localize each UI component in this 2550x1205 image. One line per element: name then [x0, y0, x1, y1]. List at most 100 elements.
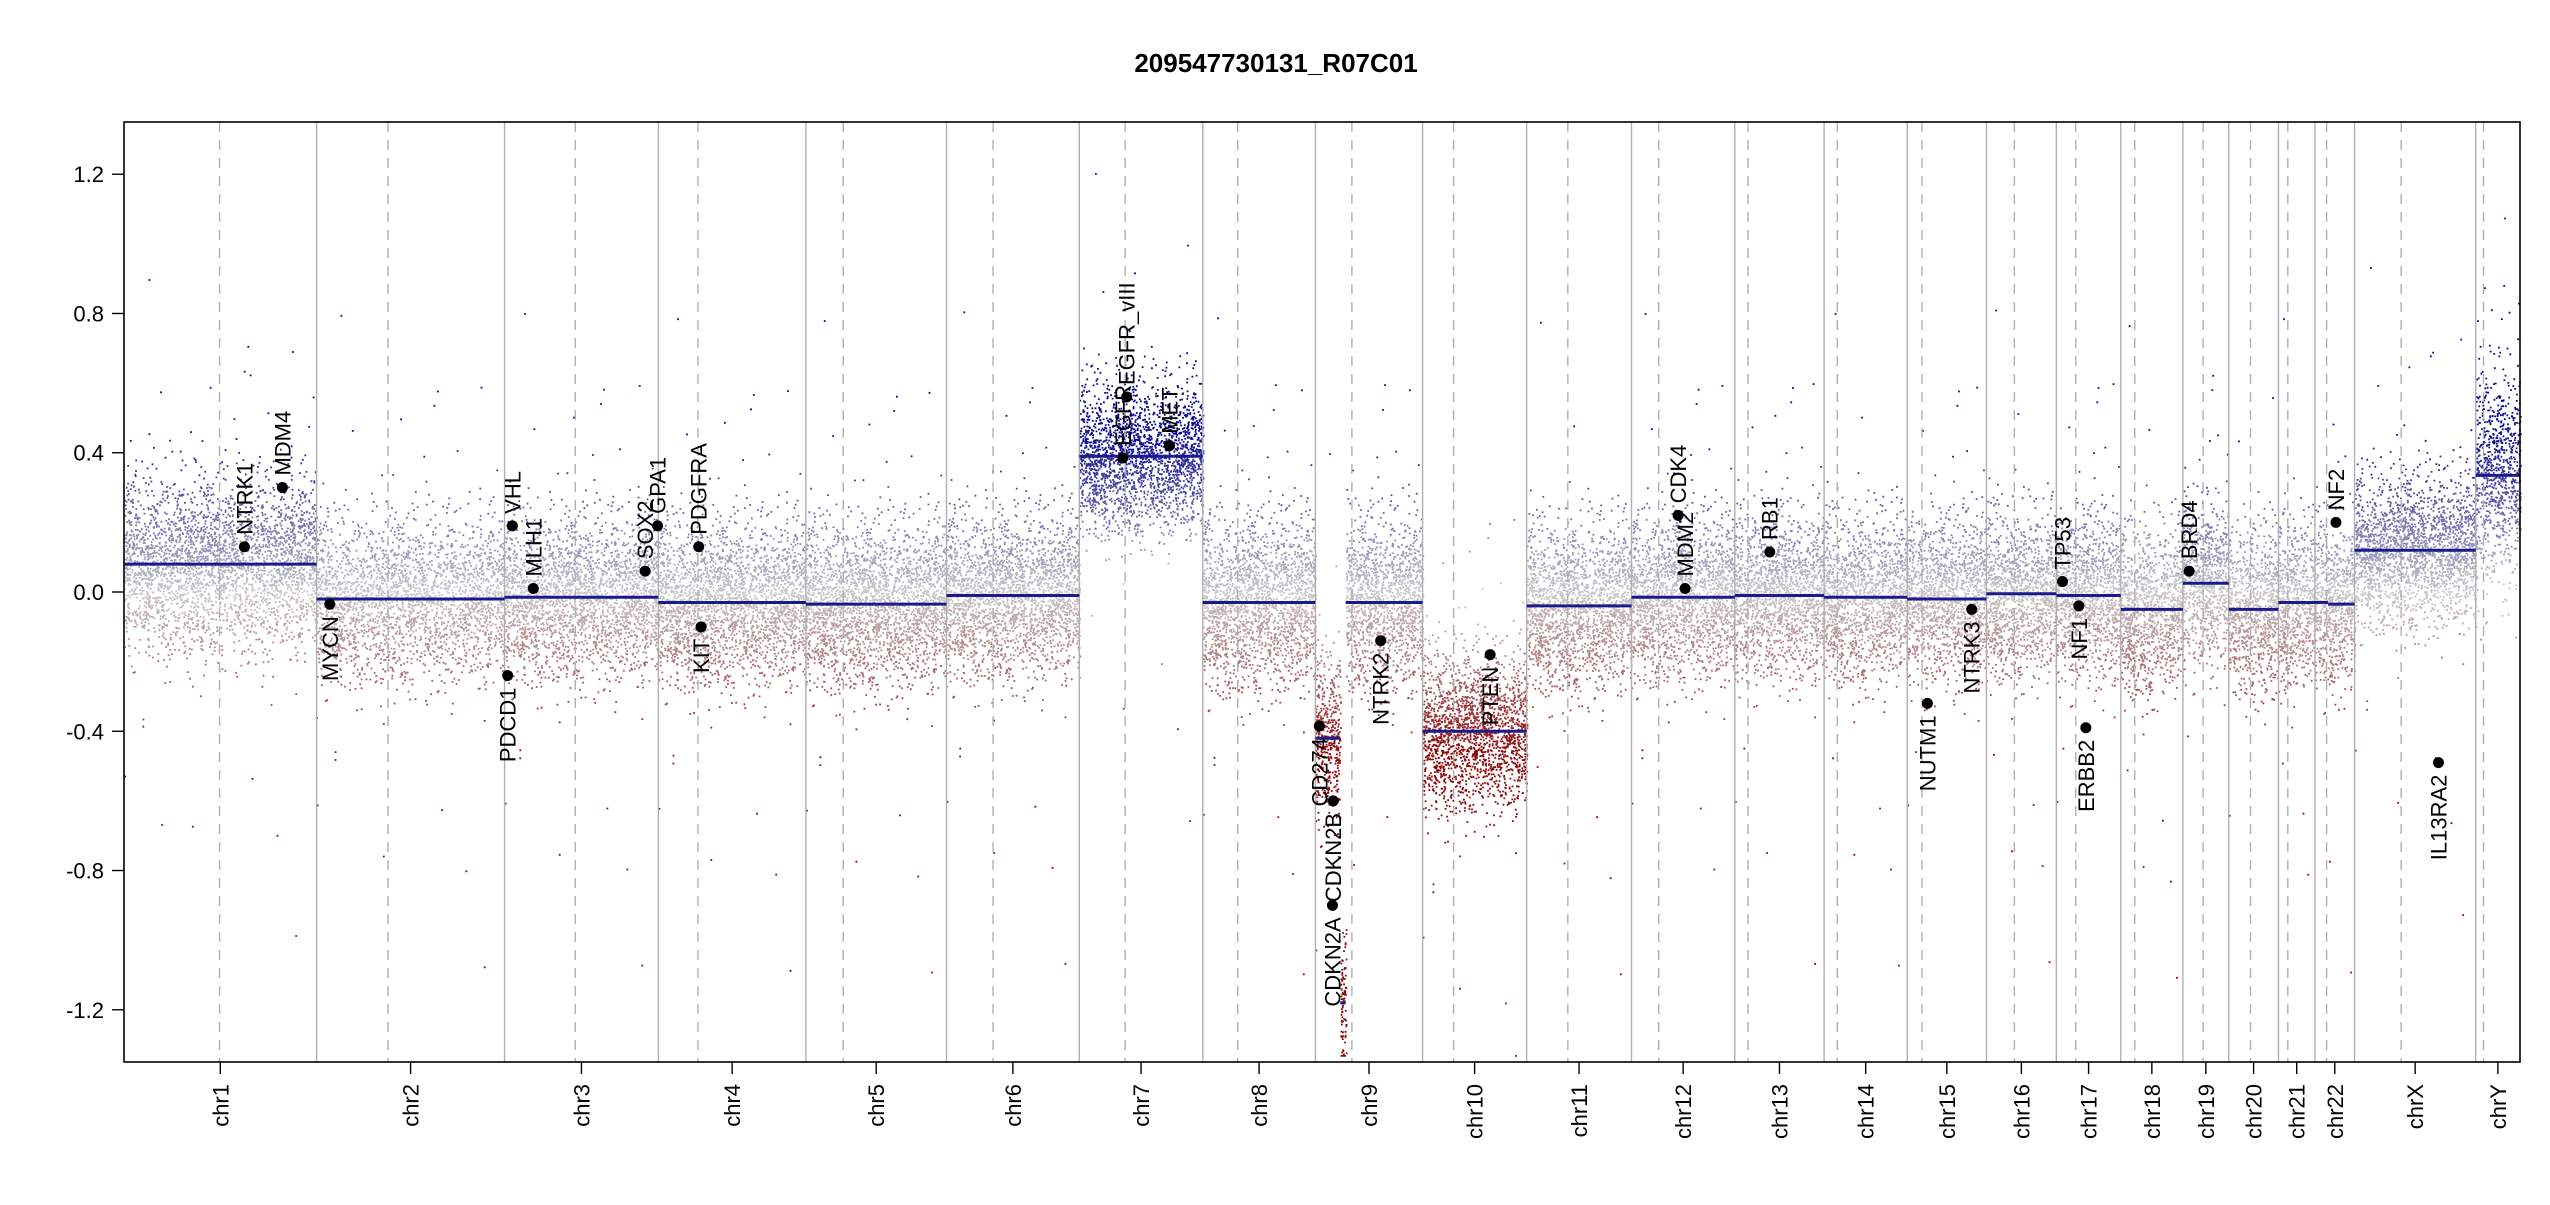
probe-point-group — [152, 515, 2521, 519]
probe-point-group — [127, 510, 2522, 514]
probe-point-group — [125, 558, 2511, 562]
probe-point-group — [456, 449, 2522, 453]
probe-point-group — [147, 569, 2399, 572]
probe-point-group — [126, 542, 2483, 545]
gene-marker — [1117, 452, 1129, 464]
probe-point-group — [1091, 447, 2518, 450]
probe-point-group — [1323, 747, 1518, 750]
y-tick-label: 0.4 — [73, 441, 104, 466]
probe-point-group — [169, 632, 2461, 636]
probe-point-group — [135, 513, 2506, 516]
y-tick-label: -0.8 — [66, 859, 104, 884]
probe-point-group — [248, 661, 2332, 664]
probe-point-group — [127, 562, 2503, 565]
x-tick-label: chr12 — [1671, 1084, 1696, 1139]
probe-point-group — [1088, 441, 2496, 444]
probe-point-group — [141, 528, 2522, 531]
probe-point-group — [340, 683, 2331, 686]
probe-point-group — [512, 697, 2039, 700]
gene-marker — [1966, 603, 1978, 615]
gene-label: MET — [1157, 387, 1182, 433]
probe-point-group — [1316, 718, 1519, 722]
probe-point-group — [1337, 731, 1510, 735]
probe-point-group — [540, 676, 2340, 679]
probe-point-group — [1089, 459, 2502, 462]
probe-point-group — [641, 717, 2013, 721]
probe-point-group — [145, 606, 2473, 610]
probe-point-group — [128, 654, 2341, 657]
probe-point-group — [594, 701, 1528, 704]
probe-point-group — [133, 485, 2515, 488]
gene-label: MDM2 — [1673, 512, 1698, 577]
gene-label: IL13RA2 — [2426, 775, 2451, 861]
probe-point-group — [272, 460, 2482, 463]
probe-point-group — [444, 691, 2267, 694]
probe-point-group — [126, 564, 2477, 567]
probe-point-group — [169, 658, 2346, 661]
gene-label: GPA1 — [646, 457, 671, 514]
gene-marker — [695, 621, 707, 633]
probe-point-group — [204, 470, 2505, 473]
probe-point-group — [130, 484, 2507, 487]
probe-point-group — [135, 580, 2469, 583]
probe-point-group — [124, 618, 2414, 622]
probe-point-group — [126, 572, 2488, 576]
x-tick-label: chr7 — [1129, 1084, 1154, 1127]
gene-label: CDK4 — [1666, 445, 1691, 504]
x-tick-label: chr18 — [2140, 1084, 2165, 1139]
probe-point-group — [149, 584, 2518, 587]
x-tick-label: chr16 — [2009, 1084, 2034, 1139]
probe-point-group — [304, 453, 2521, 457]
gene-label: NTRK2 — [1369, 653, 1394, 725]
probe-point-group — [380, 682, 2298, 685]
probe-point-group — [134, 473, 2518, 476]
gene-marker — [639, 565, 651, 577]
gene-marker — [652, 520, 664, 532]
probe-point-group — [145, 532, 2518, 535]
probe-point-group — [138, 488, 2486, 491]
gene-marker — [2330, 516, 2342, 528]
gene-marker — [1121, 391, 1133, 403]
probe-point-group — [134, 474, 2499, 477]
probe-point-group — [380, 705, 1936, 708]
probe-point-group — [135, 614, 2504, 618]
probe-point-group — [126, 520, 2521, 524]
probe-point-group — [1080, 444, 2489, 447]
probe-point-group — [1080, 458, 2516, 461]
gene-label: MDM4 — [270, 411, 295, 476]
probe-point-group — [125, 544, 2496, 548]
probe-point-group — [855, 727, 1501, 731]
probe-point-group — [127, 561, 2474, 564]
probe-point-group — [124, 541, 2465, 544]
probe-point-group — [130, 665, 2324, 668]
probe-point-group — [193, 457, 2513, 460]
probe-point-group — [124, 619, 2384, 623]
x-tick-label: chr15 — [1935, 1084, 1960, 1139]
probe-point-group — [129, 611, 2476, 614]
axes: -1.2 -0.8 -0.4 0.0 0.4 0.8 1.2 chr1 chr2 chr3 chr4… — [66, 121, 2521, 1139]
gene-label: RB1 — [1758, 497, 1783, 540]
probe-point-group — [124, 557, 2468, 561]
probe-point-group — [393, 702, 2283, 705]
probe-point-group — [768, 453, 2521, 456]
probe-point-group — [131, 500, 2516, 504]
probe-point-group — [127, 610, 2467, 614]
probe-point-group — [567, 700, 2263, 703]
probe-point-group — [1323, 739, 1521, 742]
probe-point-group — [1435, 736, 1516, 740]
probe-point-group — [135, 507, 2521, 511]
probe-point-group — [125, 615, 2459, 619]
gene-label: BRD4 — [2177, 500, 2202, 559]
chromosome-separators — [218, 122, 2485, 1062]
probe-point-group — [124, 597, 2477, 600]
probe-point-group — [1080, 444, 1183, 447]
probe-point-group — [125, 567, 2516, 571]
gene-label: NF2 — [2324, 469, 2349, 511]
probe-point-group — [1478, 702, 1481, 705]
x-tick-label: chr21 — [2285, 1084, 2310, 1139]
probe-point-group — [558, 721, 1856, 724]
probe-point-group — [1094, 454, 2500, 457]
probe-point-group — [217, 471, 2519, 474]
probe-point-group — [146, 585, 2476, 588]
